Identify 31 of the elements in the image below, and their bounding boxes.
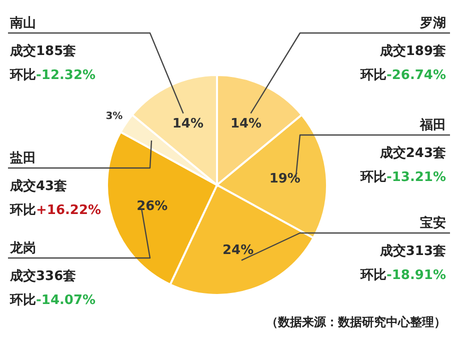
data-label: 24%: [222, 242, 254, 258]
text: 成交243套: [378, 145, 446, 161]
data-label: 26%: [136, 199, 168, 214]
slice-label: 南山: [9, 16, 36, 31]
slice-label: 罗湖: [419, 16, 446, 31]
text: +16.22%: [36, 203, 102, 218]
text: 成交189套: [378, 43, 446, 59]
text: 环比: [359, 68, 386, 83]
text: 成交336套: [9, 268, 76, 284]
text: 环比: [9, 203, 36, 218]
slice-label: 盐田: [9, 150, 36, 166]
data-label: 3%: [106, 111, 123, 122]
text: 环比: [359, 170, 386, 185]
text: 环比: [9, 293, 36, 308]
data-label: 19%: [269, 172, 300, 187]
text: -26.74%: [386, 68, 446, 83]
text: 成交43套: [9, 178, 68, 194]
text: 成交313套: [378, 243, 446, 259]
slice-label: 福田: [419, 117, 446, 133]
text: -12.32%: [36, 68, 96, 83]
text: 环比: [359, 268, 386, 283]
slice-label: 龙岗: [9, 241, 36, 256]
text: -18.91%: [386, 268, 446, 283]
text: （数据来源：数据研究中心整理）: [266, 315, 446, 329]
text: 环比: [9, 68, 36, 83]
text: -14.07%: [36, 293, 96, 308]
text: 成交185套: [9, 43, 76, 59]
data-label: 14%: [230, 116, 262, 132]
data-label: 14%: [172, 116, 204, 132]
text: -13.21%: [386, 170, 446, 185]
slice-label: 宝安: [420, 215, 446, 231]
